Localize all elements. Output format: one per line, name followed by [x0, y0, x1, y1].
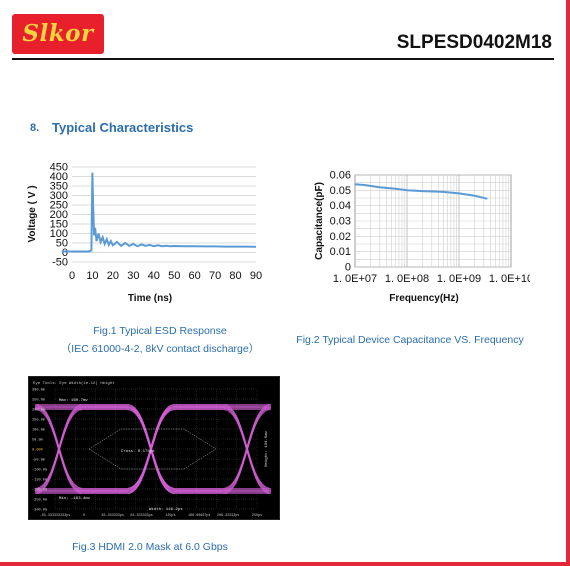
eye-width-readout: Width: 149.2ps — [149, 507, 183, 512]
eye-diagram-screen: Eye Tools: Eye Width(1e-12) Height 300.0… — [32, 381, 272, 518]
y-tick-label: 0.06 — [330, 170, 351, 182]
y-tick-label: -300.0m — [32, 509, 47, 513]
y-tick-label: 200.0m — [32, 409, 45, 413]
x-tick-label: 1. 0E+10 — [489, 273, 530, 285]
y-tick-label: 0 — [345, 262, 351, 274]
y-tick-label: -250.0m — [32, 499, 47, 503]
y-tick-label: 350 — [50, 181, 68, 193]
x-tick-label: 250ps — [252, 514, 262, 518]
y-tick-label: 300.0m — [32, 389, 45, 393]
y-tick-label: -200.0m — [32, 489, 47, 493]
y-axis-title: Capacitance(pF) — [314, 182, 325, 260]
y-tick-label: 450 — [50, 162, 68, 174]
eye-trace — [55, 408, 272, 494]
y-tick-label: 0.03 — [330, 216, 351, 228]
x-tick-label: 83.333333ps — [130, 514, 152, 518]
eye-trace — [55, 403, 272, 489]
fig1-caption-line2: （IEC 61000-4-2, 8kV contact discharge） — [60, 343, 260, 355]
section-title: Typical Characteristics — [52, 120, 194, 135]
y-tick-label: -100.0m — [32, 469, 47, 473]
y-axis-title: Voltage ( V ) — [27, 185, 38, 242]
y-tick-label: 200 — [50, 209, 68, 221]
eye-trace — [55, 407, 272, 493]
capacitance-series-line — [354, 183, 488, 200]
y-tick-label: 100.0m — [32, 429, 45, 433]
eye-max-readout: Max: 160.7mv — [59, 399, 88, 403]
y-tick-label: 50 — [56, 238, 68, 250]
x-tick-label: 83.333333ps — [102, 514, 124, 518]
fig2-caption: Fig.2 Typical Device Capacitance VS. Fre… — [296, 334, 524, 346]
x-tick-label: 80 — [229, 270, 241, 282]
voltage-series-line — [61, 172, 257, 253]
x-tick-label: 40 — [148, 270, 160, 282]
eye-min-readout: Min: -163.4mv — [59, 496, 91, 501]
capacitance-chart: 0.06 0.05 0.04 0.03 0.02 0.01 0 1. 0E+07 1. 0E+… — [314, 170, 530, 305]
eye-trace — [55, 404, 272, 490]
y-tick-label: 0.01 — [330, 246, 351, 258]
y-tick-label: -50 — [52, 257, 68, 269]
header-divider — [12, 58, 554, 60]
y-tick-label: 150 — [50, 219, 68, 231]
x-tick-label: 50 — [168, 270, 180, 282]
y-tick-label: 300 — [50, 190, 68, 202]
x-tick-label: 90 — [250, 270, 262, 282]
x-tick-label: -83.333333333ps — [40, 514, 71, 518]
x-tick-label: 125ps — [165, 514, 175, 518]
x-tick-label: 60 — [189, 270, 201, 282]
eye-crossing-readout: Cross: 0.174ps — [121, 449, 155, 454]
screen-header: Eye Tools: Eye Width(1e-12) Height — [33, 381, 115, 386]
fig1-caption-line1: Fig.1 Typical ESD Response — [93, 325, 227, 337]
x-tick-label: 208.33333ps — [217, 514, 239, 518]
y-tick-label: 0.04 — [330, 200, 351, 212]
x-tick-label: 1. 0E+08 — [385, 273, 429, 285]
fig3-caption: Fig.3 HDMI 2.0 Mask at 6.0 Gbps — [72, 541, 228, 553]
y-tick-label: 0.000 — [32, 449, 43, 453]
eye-trace — [55, 405, 272, 491]
y-tick-label: 150.0m — [32, 419, 45, 423]
eye-mask — [88, 428, 217, 470]
y-tick-label: 0.02 — [330, 231, 351, 243]
eye-height-readout: Height: 134.5mv — [264, 430, 269, 467]
part-number: SLPESD0402M18 — [396, 32, 552, 53]
eye-trace — [55, 409, 272, 495]
section-number: 8. — [30, 122, 40, 134]
x-tick-label: 166.66667ps — [188, 514, 210, 518]
x-tick-label: 0 — [69, 270, 75, 282]
x-tick-label: 20 — [107, 270, 119, 282]
y-tick-label: 250.0m — [32, 399, 45, 403]
logo-text: Slkor — [22, 20, 94, 47]
slkor-logo: Slkor — [12, 14, 104, 54]
x-tick-label: 70 — [209, 270, 221, 282]
y-tick-label: 100 — [50, 228, 68, 240]
y-tick-label: 0.05 — [330, 185, 351, 197]
x-tick-label: 10 — [86, 270, 98, 282]
x-tick-label: 30 — [127, 270, 139, 282]
y-tick-label: 50.0m — [32, 439, 43, 443]
y-tick-label: -50.0m — [32, 459, 45, 463]
x-tick-label: 1. 0E+09 — [437, 273, 481, 285]
eye-trace — [55, 409, 272, 495]
y-tick-label: 0 — [62, 247, 68, 259]
x-tick-label: 0 — [83, 514, 85, 518]
y-tick-label: 400 — [50, 171, 68, 183]
hdmi-eye-diagram: Eye Tools: Eye Width(1e-12) Height 300.0… — [28, 376, 280, 520]
x-tick-label: 1. 0E+07 — [333, 273, 377, 285]
x-axis-title: Frequency(Hz) — [389, 293, 458, 304]
eye-trace — [55, 406, 272, 492]
y-tick-label: 250 — [50, 200, 68, 212]
x-axis-title: Time (ns) — [128, 293, 172, 304]
y-tick-label: -150.0m — [32, 479, 47, 483]
